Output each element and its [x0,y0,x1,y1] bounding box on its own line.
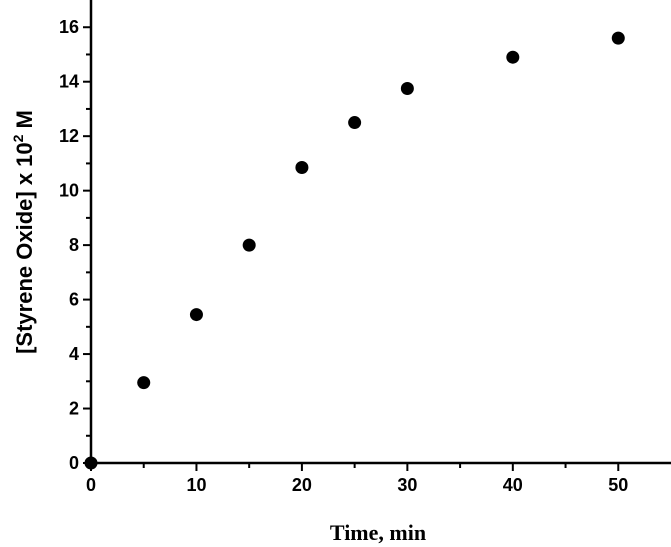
x-tick-label: 10 [186,475,206,495]
y-tick-label: 4 [69,344,79,364]
data-point [400,82,414,96]
data-point [137,376,151,390]
x-tick-label: 20 [292,475,312,495]
data-points [84,31,625,470]
y-axis-title-unit: M [12,110,37,134]
x-tick-label: 50 [608,475,628,495]
y-tick-label: 14 [59,72,79,92]
x-axis-title: Time, min [330,520,426,545]
y-tick-label: 0 [69,453,79,473]
y-tick-label: 6 [69,290,79,310]
y-tick-label: 8 [69,235,79,255]
data-point [506,50,520,64]
y-tick-label: 16 [59,17,79,37]
y-axis-title: [Styrene Oxide] x 102 M [10,110,37,354]
data-point [295,160,309,174]
y-axis-title-main: [Styrene Oxide] x 10 [12,142,37,354]
y-axis-title-exponent: 2 [10,134,26,142]
y-tick-label: 2 [69,399,79,419]
data-point [242,238,256,252]
data-point [611,31,625,45]
y-tick-label: 10 [59,181,79,201]
y-tick-label: 12 [59,126,79,146]
x-tick-label: 40 [503,475,523,495]
axes [89,0,671,465]
data-point [189,308,203,322]
ticks-layer: 0 10 20 30 40 50 0 2 4 6 8 10 12 14 16 [59,17,628,495]
x-tick-label: 30 [397,475,417,495]
data-point [348,116,362,130]
x-tick-label: 0 [86,475,96,495]
